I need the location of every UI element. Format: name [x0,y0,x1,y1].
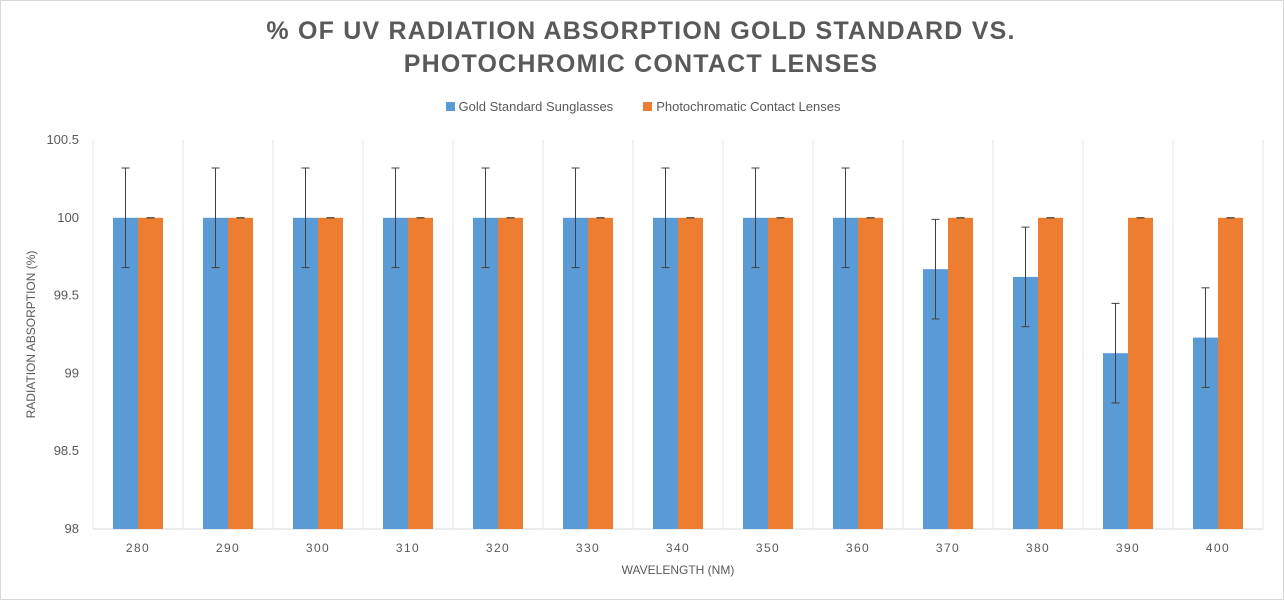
x-tick-label: 360 [846,541,870,555]
bar-photochromatic [228,217,253,530]
bar-photochromatic [858,217,883,530]
x-tick-label: 400 [1206,541,1230,555]
bar-photochromatic [1218,217,1243,530]
bar-photochromatic [498,217,523,530]
legend-swatch-gold-standard [445,102,455,111]
legend: Gold Standard Sunglasses Photochromatic … [1,99,1284,114]
bar-gold-standard [653,217,678,530]
y-tick-label: 99.5 [54,288,79,303]
legend-label-gold-standard: Gold Standard Sunglasses [458,99,614,114]
x-tick-label: 390 [1116,541,1140,555]
y-tick-label: 100 [57,210,79,225]
bar-gold-standard [473,217,498,530]
x-tick-label: 320 [486,541,510,555]
legend-swatch-photochromatic [643,102,653,111]
chart-title: % OF UV RADIATION ABSORPTION GOLD STANDA… [266,17,1016,78]
bar-gold-standard [563,217,588,530]
x-tick-label: 330 [576,541,600,555]
y-axis-title: RADIATION ABSORPTION (%) [24,251,38,419]
bar-gold-standard [203,217,228,530]
x-tick-label: 310 [396,541,420,555]
bar-photochromatic [1038,217,1063,530]
x-tick-label: 350 [756,541,780,555]
bar-photochromatic [768,217,793,530]
x-tick-label: 300 [306,541,330,555]
x-tick-label: 340 [666,541,690,555]
bar-gold-standard [293,217,318,530]
bar-photochromatic [948,217,973,530]
x-tick-label: 280 [126,541,150,555]
bar-gold-standard [833,217,858,530]
bar-photochromatic [1128,217,1153,530]
legend-label-photochromatic: Photochromatic Contact Lenses [656,99,841,114]
bar-gold-standard [113,217,138,530]
bar-photochromatic [678,217,703,530]
bar-photochromatic [588,217,613,530]
bar-photochromatic [318,217,343,530]
x-tick-label: 380 [1026,541,1050,555]
x-tick-label: 290 [216,541,240,555]
y-tick-label: 99 [65,365,79,380]
x-axis-title: WAVELENGTH (NM) [622,563,735,577]
bar-gold-standard [383,217,408,530]
legend-item-gold-standard: Gold Standard Sunglasses [445,99,614,114]
bar-photochromatic [408,217,433,530]
y-tick-label: 100.5 [46,132,79,147]
bar-gold-standard [743,217,768,530]
y-tick-label: 98 [65,521,79,536]
y-tick-label: 98.5 [54,443,79,458]
bar-photochromatic [138,217,163,530]
x-tick-label: 370 [936,541,960,555]
legend-item-photochromatic: Photochromatic Contact Lenses [643,99,840,114]
